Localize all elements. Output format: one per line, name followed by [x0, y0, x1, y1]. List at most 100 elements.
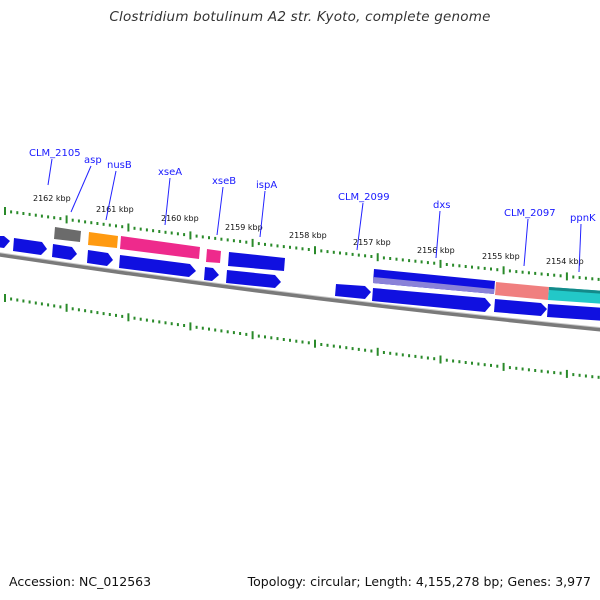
kbp-scale-labels: 2162 kbp 2161 kbp 2160 kbp 2159 kbp 2158… [33, 194, 584, 266]
gene-feature-ppnk-top [549, 287, 600, 294]
major-tick [127, 223, 130, 232]
major-tick [251, 238, 254, 247]
minor-tick [59, 217, 62, 221]
minor-tick [320, 249, 323, 253]
minor-tick [496, 268, 499, 272]
gene-feature-arrow[interactable] [0, 236, 10, 248]
minor-tick [176, 323, 179, 327]
minor-tick [458, 264, 461, 268]
minor-tick [232, 239, 235, 243]
minor-tick [16, 298, 19, 302]
minor-tick [164, 321, 167, 325]
minor-tick [158, 320, 161, 324]
minor-tick [490, 267, 492, 271]
gene-feature-arrow[interactable] [87, 250, 113, 266]
minor-tick [395, 352, 398, 356]
gene-feature-xsea[interactable] [120, 236, 200, 259]
minor-tick [53, 216, 56, 220]
minor-tick [426, 261, 429, 265]
gene-label-xseb[interactable]: xseB [212, 176, 236, 187]
minor-tick [508, 366, 511, 370]
minor-tick [477, 362, 480, 366]
gene-feature-asp[interactable] [88, 232, 118, 248]
gene-label-nusb[interactable]: nusB [107, 160, 132, 171]
minor-tick [220, 237, 223, 241]
minor-tick [521, 270, 524, 274]
minor-tick [559, 274, 562, 278]
minor-tick [257, 334, 260, 338]
major-tick [4, 294, 6, 302]
gene-feature-arrow[interactable] [494, 299, 547, 316]
minor-tick [584, 374, 587, 378]
gene-label-asp[interactable]: asp [84, 155, 102, 166]
minor-tick [77, 219, 80, 223]
gene-feature-arrow[interactable] [372, 288, 491, 312]
gene-feature-arrow[interactable] [335, 284, 371, 299]
minor-tick [22, 212, 25, 215]
gene-feature-arrow[interactable] [119, 255, 196, 277]
gene-labels: CLM_2105 asp nusB xseA xseB ispA CLM_209… [29, 148, 596, 224]
minor-tick [401, 258, 404, 262]
minor-tick [326, 343, 329, 347]
gene-label-ppnk[interactable]: ppnK [570, 213, 596, 224]
minor-tick [164, 230, 167, 234]
major-tick [502, 266, 505, 275]
leader-line [259, 190, 266, 238]
minor-tick [10, 297, 13, 301]
kbp-label: 2154 kbp [546, 257, 584, 266]
minor-tick [282, 245, 285, 249]
minor-tick [414, 259, 417, 263]
minor-tick [420, 355, 423, 359]
minor-tick [40, 302, 43, 306]
gene-feature-arrow[interactable] [204, 267, 219, 281]
gene-label-xsea[interactable]: xseA [158, 167, 182, 178]
minor-tick [490, 363, 492, 367]
outer-tick-track [4, 207, 600, 281]
minor-tick [464, 361, 467, 364]
minor-tick [133, 226, 136, 230]
minor-tick [527, 271, 530, 275]
gene-label-dxs[interactable]: dxs [433, 200, 450, 211]
forward-strand-features [0, 227, 600, 304]
minor-tick [452, 263, 455, 267]
minor-tick [22, 299, 25, 303]
gene-feature-clm-2105[interactable] [54, 227, 81, 242]
minor-tick [34, 301, 37, 305]
minor-tick [370, 349, 373, 353]
gene-label-clm-2099[interactable]: CLM_2099 [338, 192, 390, 203]
minor-tick [245, 240, 248, 244]
gene-feature-arrow[interactable] [226, 270, 281, 288]
gene-feature-ispa[interactable] [228, 252, 285, 271]
gene-label-ispa[interactable]: ispA [256, 180, 277, 191]
minor-tick [332, 344, 335, 348]
leader-line [435, 210, 441, 259]
gene-feature-arrow[interactable] [13, 238, 47, 255]
minor-tick [239, 332, 242, 335]
gene-feature-xseb[interactable] [206, 249, 221, 263]
gene-feature-arrow[interactable] [52, 244, 77, 260]
minor-tick [559, 371, 562, 375]
minor-tick [445, 263, 448, 266]
major-tick [189, 322, 192, 331]
minor-tick [121, 314, 124, 318]
minor-tick [276, 244, 279, 248]
minor-tick [47, 215, 50, 219]
minor-tick [264, 335, 266, 339]
gene-label-clm-2105[interactable]: CLM_2105 [29, 148, 81, 159]
gene-feature-arrow[interactable] [547, 304, 600, 321]
minor-tick [578, 276, 581, 280]
minor-tick [546, 273, 549, 277]
minor-tick [289, 245, 291, 249]
kbp-label: 2162 kbp [33, 194, 71, 203]
minor-tick [108, 313, 111, 316]
minor-tick [320, 343, 323, 346]
minor-tick [483, 363, 486, 367]
minor-tick [84, 220, 87, 224]
gene-label-clm-2097[interactable]: CLM_2097 [504, 208, 556, 219]
minor-tick [389, 351, 392, 355]
minor-tick [158, 230, 161, 233]
minor-tick [534, 271, 537, 275]
minor-tick [483, 266, 486, 270]
gene-feature-clm-2097[interactable] [495, 282, 549, 300]
